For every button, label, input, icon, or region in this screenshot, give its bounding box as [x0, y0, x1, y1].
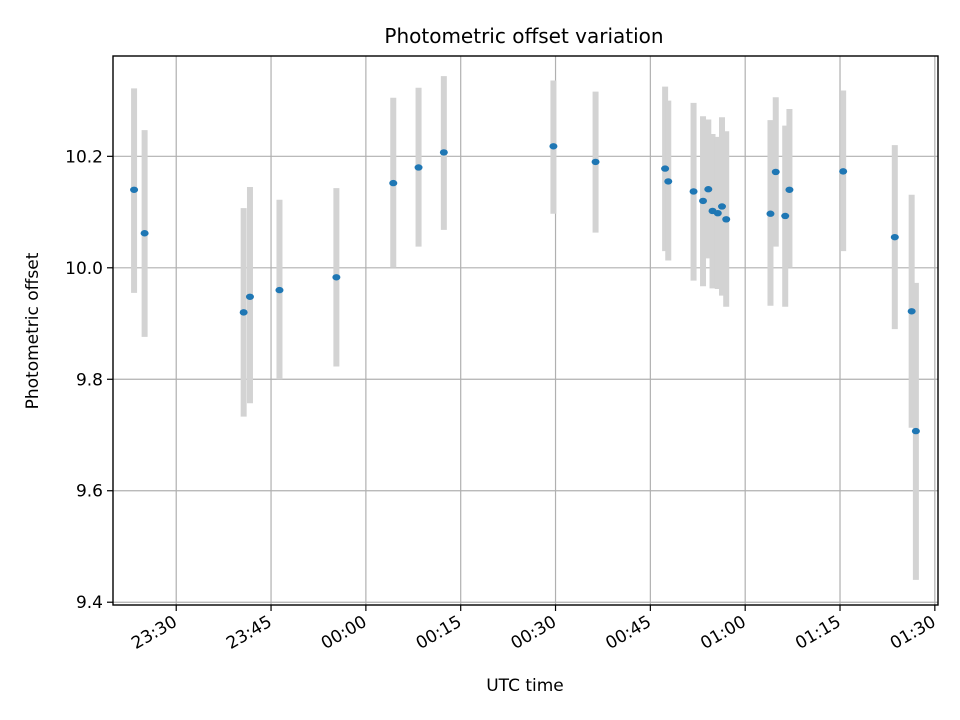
- y-tick-label: 9.6: [76, 482, 103, 502]
- tick-layer: 23:30 23:45 00:00 00:15 00:30 00:45 01:00 01:15…: [65, 147, 939, 654]
- x-tick-label: 01:30: [887, 612, 939, 654]
- errorbar-layer: [131, 76, 919, 580]
- point-layer: [130, 143, 920, 435]
- y-tick-label: 10.2: [65, 147, 103, 167]
- data-point: [766, 210, 775, 217]
- data-point: [414, 164, 423, 171]
- data-point: [245, 293, 254, 300]
- data-point: [275, 286, 284, 294]
- plot-frame: [112, 55, 939, 606]
- x-tick-label: 23:30: [128, 612, 180, 654]
- data-point: [661, 165, 670, 172]
- y-axis-label: Photometric offset: [23, 252, 43, 409]
- y-tick-label: 9.4: [76, 593, 103, 613]
- data-point: [704, 186, 713, 193]
- data-point: [239, 309, 248, 316]
- data-point: [718, 203, 727, 210]
- data-point: [439, 149, 448, 156]
- x-tick-label: 01:00: [697, 612, 749, 654]
- data-point: [911, 427, 920, 435]
- data-point: [771, 168, 780, 176]
- x-tick-label: 00:30: [508, 612, 560, 654]
- data-point: [699, 197, 708, 205]
- y-tick-label: 10.0: [65, 259, 103, 279]
- x-tick-label: 00:15: [413, 612, 465, 654]
- data-point: [591, 158, 600, 166]
- data-point: [907, 308, 916, 315]
- data-point: [781, 212, 790, 220]
- data-point: [890, 233, 899, 241]
- data-point: [664, 178, 673, 185]
- x-tick-label: 00:00: [318, 612, 370, 654]
- data-point: [713, 209, 722, 217]
- data-point: [130, 186, 139, 193]
- x-tick-label: 23:45: [223, 612, 275, 654]
- grid-layer: [113, 56, 938, 605]
- x-axis-label: UTC time: [486, 676, 564, 696]
- data-point: [140, 230, 149, 237]
- data-point: [722, 216, 731, 223]
- data-point: [389, 179, 398, 187]
- data-point: [549, 143, 558, 150]
- chart-title: Photometric offset variation: [384, 24, 663, 48]
- data-point: [785, 186, 794, 193]
- x-tick-label: 01:15: [792, 612, 844, 654]
- y-tick-label: 9.8: [76, 370, 103, 390]
- data-point: [689, 188, 698, 195]
- data-point: [839, 168, 848, 175]
- data-point: [332, 274, 341, 281]
- x-tick-label: 00:45: [602, 612, 654, 654]
